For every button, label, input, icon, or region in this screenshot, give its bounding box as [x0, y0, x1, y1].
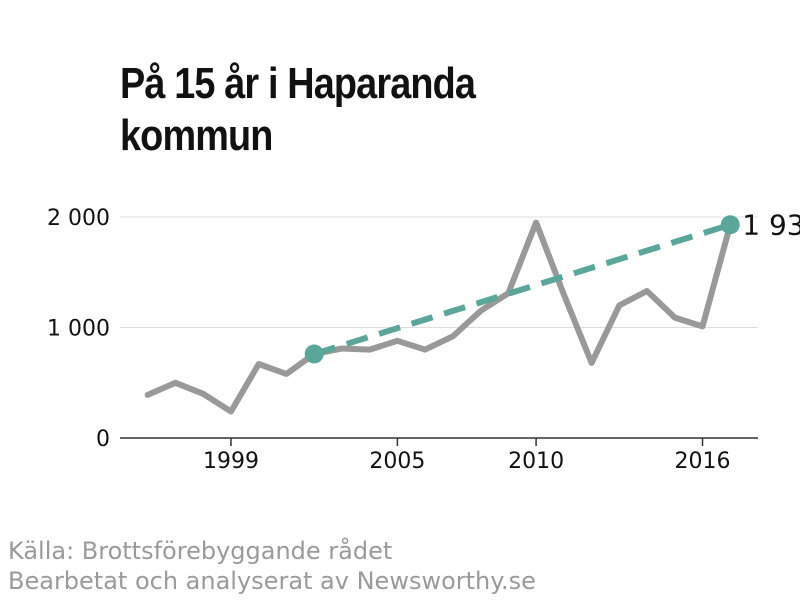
trend-line [313, 221, 732, 357]
y-tick-label: 0 [96, 427, 110, 452]
gridlines [120, 216, 758, 328]
x-tick-label: 1999 [203, 449, 259, 474]
source-text: Källa: Brottsförebyggande rådet [8, 537, 393, 565]
trend-point [304, 344, 324, 364]
x-tick-label: 2010 [508, 449, 564, 474]
chart-footer: Källa: Brottsförebyggande rådet Bearbeta… [8, 536, 536, 596]
y-tick-label: 1 000 [47, 317, 110, 342]
chart-title: På 15 år i Haparanda kommun [120, 59, 476, 160]
series-layer [144, 219, 734, 415]
end-value-label: 1 93 [742, 209, 800, 242]
y-tick-label: 2 000 [47, 206, 110, 231]
trend-point [720, 215, 740, 235]
x-tick-label: 2005 [369, 449, 425, 474]
x-tick-label: 2016 [675, 449, 731, 474]
axes [120, 437, 758, 446]
markers [304, 215, 740, 364]
credit-text: Bearbetat och analyserat av Newsworthy.s… [8, 567, 536, 595]
series-line [144, 219, 734, 415]
labels: 0 1 000 2 000 1999 2005 2010 2016 1 93 [47, 206, 800, 474]
